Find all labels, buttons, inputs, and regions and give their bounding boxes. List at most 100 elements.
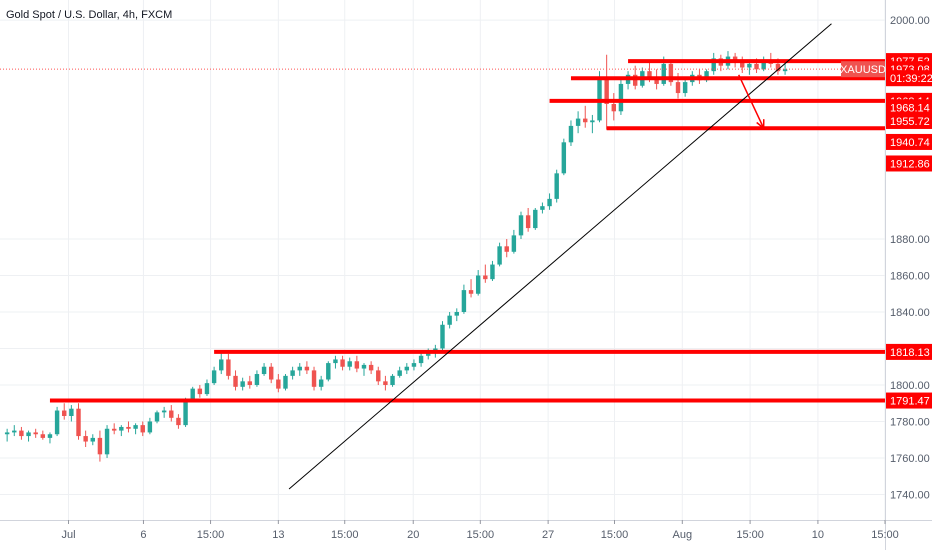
candle-body [390,375,395,385]
candle-body [169,410,174,418]
candle-body [97,437,103,455]
candle-body [69,408,74,416]
price-label-badge [886,392,932,409]
price-label-text: 1955.72 [890,116,930,128]
candle-body [661,63,666,84]
candle-body [511,235,517,252]
price-label-text: 1968.14 [890,102,930,114]
price-axis-tick-label: 1740.00 [890,489,930,501]
price-label-badge [886,133,932,150]
candle-body [547,198,552,207]
price-axis-tick-label: 1800.00 [890,380,930,392]
candle-body [12,430,17,433]
candle-body [119,426,124,431]
price-axis-tick-label: 1860.00 [890,271,930,283]
candle-body [140,425,145,433]
candle-body [525,215,531,229]
candle-body [411,363,417,367]
trendline[interactable] [288,23,832,490]
candle-body [247,381,253,385]
candle-body [361,364,367,369]
price-axis-tick-label: 2000.00 [890,15,930,27]
price-label-text: 1818.13 [890,347,930,359]
price-label-badge [886,343,932,360]
candle-body [111,428,117,431]
candle-body [190,388,195,400]
candle-body [154,412,160,422]
price-axis-tick-label: 1840.00 [890,307,930,319]
candle-body [176,417,181,426]
candle-body [668,63,674,83]
candle-body [475,275,481,294]
time-axis-tick-label: 15:00 [601,529,629,541]
candle-body [704,71,709,81]
arrow-head [756,119,765,130]
candle-body [233,375,238,387]
candle-body [54,410,60,435]
candle-body [447,315,452,325]
candle-body [647,71,652,79]
candle-body [147,421,153,433]
candle-body [747,63,752,68]
candle-body [333,359,338,364]
candle-body [440,324,445,349]
candle-body [311,370,317,387]
candle-body [318,379,324,387]
candle-body [290,370,295,376]
candle-body [611,104,617,112]
candle-body [126,426,131,429]
candle-body [4,432,10,435]
candle-body [133,425,138,429]
price-label-text: 01:39:22 [890,73,932,85]
candle-body [497,246,502,265]
time-axis-tick-label: 6 [140,529,146,541]
candle-body [76,408,81,437]
candle-body [283,375,288,389]
candle-body [354,361,360,369]
candle-body [40,434,46,438]
arrow-line[interactable] [738,74,765,129]
candle-body [26,432,31,437]
candle-body [276,379,281,389]
time-axis-tick-label: 10 [812,529,824,541]
candle-body [47,434,53,438]
candle-body [761,60,766,70]
candle-body [675,82,681,94]
candle-body [33,432,38,435]
candle-body [604,78,609,104]
candle-body [468,290,474,294]
candle-body [590,120,595,123]
symbol-badge-text: XAUUSD [840,64,886,76]
candle-body [19,430,24,437]
candle-body [219,359,224,371]
candle-body [540,206,545,210]
candle-body [711,58,716,72]
candle-body [197,388,203,395]
price-axis-tick-label: 1760.00 [890,453,930,465]
price-label-badge [886,70,932,87]
candle-body [454,312,459,316]
time-axis-tick-label: Aug [673,529,693,541]
candle-body [561,142,567,174]
price-label-badge [886,112,932,129]
time-axis-tick-label: 15:00 [871,529,899,541]
time-axis-tick-label: 13 [272,529,284,541]
candle-body [240,381,245,387]
candle-body [682,82,688,94]
candle-body [183,399,188,426]
candle-body [504,246,509,252]
candle-body [268,366,274,380]
candle-body [161,410,167,413]
candle-body [404,366,410,371]
candle-body [211,370,217,384]
price-axis-tick-label: 1880.00 [890,234,930,246]
time-axis-tick-label: 15:00 [736,529,764,541]
candle-body [754,63,759,70]
candle-body [304,366,310,371]
candle-body [490,264,495,280]
chart-title: Gold Spot / U.S. Dollar, 4h, FXCM [6,9,173,21]
candle-body [261,366,267,375]
candle-body [654,78,659,84]
